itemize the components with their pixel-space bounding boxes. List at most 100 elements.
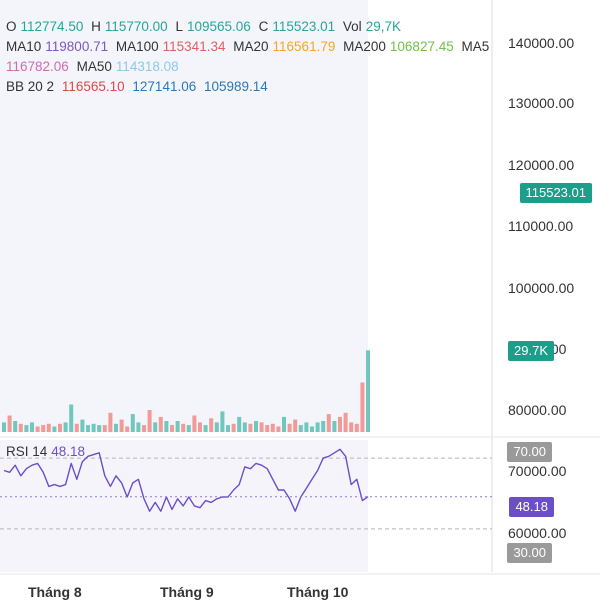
volume-bar xyxy=(158,416,163,432)
close-label: C xyxy=(258,19,269,34)
rsi-header: RSI 14 48.18 xyxy=(6,443,89,461)
volume-bar xyxy=(349,422,354,432)
ma5-label: MA5 xyxy=(461,39,490,54)
close-value: 115523.01 xyxy=(272,19,336,34)
volume-bar xyxy=(270,423,275,433)
volume-bar xyxy=(287,423,292,433)
volume-bar xyxy=(198,422,202,432)
volume-bar xyxy=(360,382,365,432)
y-tick-label: 70000.00 xyxy=(508,463,567,479)
x-tick-label: Tháng 9 xyxy=(160,584,214,600)
bb-header: BB 20 2 116565.10 127141.06 105989.14 xyxy=(6,78,272,96)
current-volume-tag: 29.7K xyxy=(508,341,554,361)
volume-bar xyxy=(315,422,320,432)
y-tick-label: 130000.00 xyxy=(508,95,575,111)
ma10-value: 119800.71 xyxy=(45,39,109,54)
volume-bar xyxy=(30,422,34,432)
volume-bar xyxy=(58,423,62,433)
rsi-header-value: 48.18 xyxy=(51,444,86,459)
volume-bar xyxy=(282,416,286,432)
volume-bar xyxy=(298,425,303,432)
volume-bar xyxy=(310,426,314,432)
y-tick-label: 110000.00 xyxy=(508,218,574,234)
volume-bar xyxy=(74,423,79,433)
ma200-value: 106827.45 xyxy=(389,39,454,54)
ma-header-line-2: 116782.06 MA50 114318.08 xyxy=(6,58,183,76)
volume-bar xyxy=(242,422,247,432)
volume-bar xyxy=(13,421,18,432)
volume-bar xyxy=(209,418,214,433)
ma20-label: MA20 xyxy=(233,39,269,54)
volume-bar xyxy=(102,425,107,432)
volume-bar xyxy=(265,425,270,432)
volume-bar xyxy=(254,421,258,432)
volume-bar xyxy=(326,414,331,432)
ma100-label: MA100 xyxy=(115,39,159,54)
volume-bar xyxy=(18,423,23,433)
volume-bar xyxy=(220,411,225,432)
volume-bar xyxy=(231,423,236,433)
volume-bar xyxy=(86,425,90,432)
low-label: L xyxy=(175,19,183,34)
volume-bar xyxy=(7,415,12,432)
ma20-value: 116561.79 xyxy=(272,39,336,54)
y-tick-label: 120000.00 xyxy=(508,157,575,173)
volume-bar xyxy=(69,404,74,432)
volume-bar xyxy=(153,422,158,432)
volume-bar xyxy=(97,425,102,432)
volume-label: Vol xyxy=(342,19,362,34)
price-pane-background xyxy=(0,0,368,432)
volume-bar xyxy=(186,425,191,432)
volume-bar xyxy=(108,412,113,433)
ma5-value: 116782.06 xyxy=(6,59,69,74)
volume-bar xyxy=(321,421,326,432)
y-tick-label: 80000.00 xyxy=(508,402,567,418)
ma50-value: 114318.08 xyxy=(115,59,179,74)
ma50-label: MA50 xyxy=(76,59,112,74)
volume-bar xyxy=(203,425,208,432)
x-tick-label: Tháng 8 xyxy=(28,584,82,600)
volume-bar xyxy=(343,412,348,433)
ma10-label: MA10 xyxy=(6,39,42,54)
volume-bar xyxy=(366,350,370,432)
rsi-current-tag: 48.18 xyxy=(509,497,554,517)
volume-bar xyxy=(63,422,68,432)
volume-bar xyxy=(259,422,264,432)
bb-label: BB 20 2 xyxy=(6,79,55,94)
volume-bar xyxy=(35,426,40,432)
volume-bar xyxy=(136,422,141,432)
ohlc-header: O 112774.50 H 115770.00 L 109565.06 C 115523… xyxy=(6,18,405,36)
ma200-label: MA200 xyxy=(343,39,386,54)
current-price-tag: 115523.01 xyxy=(519,183,592,203)
volume-bar xyxy=(46,423,51,433)
volume-bar xyxy=(354,423,359,433)
volume-bar xyxy=(24,425,29,432)
volume-bar xyxy=(2,422,6,432)
y-tick-label: 100000.00 xyxy=(508,280,575,296)
volume-bar xyxy=(91,423,96,433)
x-tick-label: Tháng 10 xyxy=(287,584,349,600)
volume-bar xyxy=(41,425,46,432)
volume-bar xyxy=(332,421,337,432)
volume-value: 29,7K xyxy=(365,19,401,34)
volume-bar xyxy=(338,416,342,432)
y-tick-label: 140000.00 xyxy=(508,35,575,51)
volume-bar xyxy=(130,414,135,432)
rsi-upper-tag: 70.00 xyxy=(507,442,552,462)
open-label: O xyxy=(6,19,17,34)
volume-bar xyxy=(304,422,309,432)
rsi-pane-background xyxy=(0,440,368,572)
volume-bar xyxy=(192,415,197,432)
volume-bar xyxy=(248,423,253,433)
low-value: 109565.06 xyxy=(186,19,251,34)
high-value: 115770.00 xyxy=(104,19,168,34)
volume-bar xyxy=(164,421,169,432)
bb-lower-value: 105989.14 xyxy=(204,79,268,94)
volume-bar xyxy=(293,419,298,432)
y-tick-label: 60000.00 xyxy=(508,525,567,541)
high-label: H xyxy=(91,19,101,34)
open-value: 112774.50 xyxy=(20,19,84,34)
volume-bar xyxy=(114,423,118,433)
